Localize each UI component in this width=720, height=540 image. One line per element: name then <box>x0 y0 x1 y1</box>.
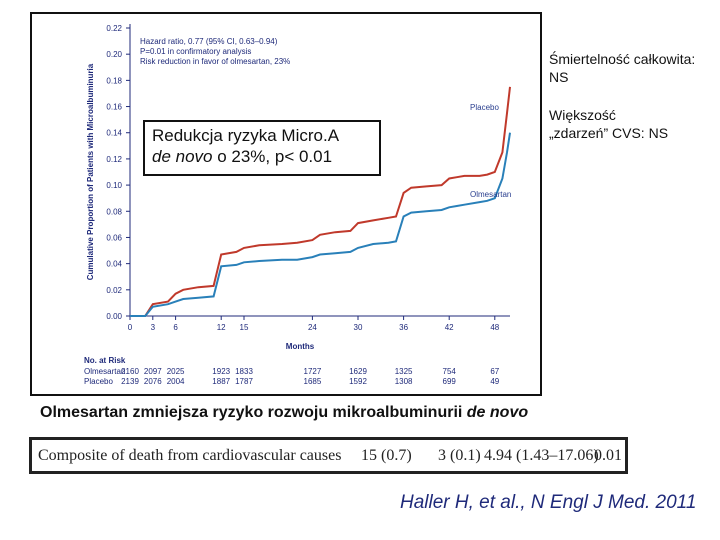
x-tick-label: 48 <box>490 323 499 332</box>
caption-main: Olmesartan zmniejsza ryzyko rozwoju mikr… <box>40 404 467 421</box>
mortality-line2: NS <box>549 69 569 85</box>
y-tick-label: 0.16 <box>106 103 122 112</box>
risk-row-value: 1923 <box>212 367 230 376</box>
annotation-line: Risk reduction in favor of olmesartan, 2… <box>140 57 290 66</box>
outcome-table-row: Composite of death from cardiovascular c… <box>29 437 628 474</box>
y-tick-label: 0.00 <box>106 312 122 321</box>
table-row-col2: 3 (0.1) <box>438 447 481 464</box>
risk-row-value: 2097 <box>144 367 162 376</box>
risk-row-value: 699 <box>443 377 457 386</box>
callout-italic: de novo <box>152 147 213 166</box>
mortality-line1: Śmiertelność całkowita: <box>549 51 696 67</box>
table-row-col3: 4.94 (1.43–17.06) <box>484 447 599 464</box>
risk-table-title: No. at Risk <box>84 356 126 365</box>
risk-row-value: 1308 <box>395 377 413 386</box>
x-tick-label: 6 <box>173 323 178 332</box>
caption-italic: de novo <box>466 404 529 421</box>
table-row-label: Composite of death from cardiovascular c… <box>38 447 342 464</box>
risk-row-value: 1685 <box>304 377 322 386</box>
annotation-line: P=0.01 in confirmatory analysis <box>140 47 251 56</box>
y-axis-label: Cumulative Proportion of Patients with M… <box>86 63 95 280</box>
callout-line1: Redukcja ryzyka Micro.A <box>152 126 340 145</box>
callout-line2: de novo o 23%, p< 0.01 <box>152 146 372 167</box>
table-row-col4: 0.01 <box>594 447 622 464</box>
risk-row-name: Placebo <box>84 377 113 386</box>
y-tick-label: 0.12 <box>106 155 122 164</box>
chart-figure: 0.00 0.02 0.04 0.06 0.08 0.10 0.12 0.14 0.16 0.18… <box>30 12 542 396</box>
risk-row-name: Olmesartan <box>84 367 125 376</box>
series-label-olmesartan: Olmesartan <box>470 190 511 199</box>
y-tick-label: 0.02 <box>106 286 122 295</box>
callout-rest: o 23%, p< 0.01 <box>212 147 333 166</box>
y-tick-label: 0.04 <box>106 260 122 269</box>
x-tick-label: 30 <box>354 323 363 332</box>
mortality-note: Śmiertelność całkowita: NS <box>549 50 695 86</box>
series-line-placebo <box>130 86 511 317</box>
risk-row-value: 2004 <box>167 377 185 386</box>
risk-row-value: 1887 <box>212 377 230 386</box>
risk-row-value: 1629 <box>349 367 367 376</box>
x-tick-label: 42 <box>445 323 454 332</box>
risk-row-value: 1727 <box>304 367 322 376</box>
risk-row-value: 1787 <box>235 377 253 386</box>
x-axis-label: Months <box>286 342 315 351</box>
y-tick-label: 0.10 <box>106 181 122 190</box>
risk-row-value: 1833 <box>235 367 253 376</box>
risk-row-value: 1325 <box>395 367 413 376</box>
y-tick-label: 0.14 <box>106 129 122 138</box>
figure-caption: Olmesartan zmniejsza ryzyko rozwoju mikr… <box>40 404 528 422</box>
x-tick-label: 36 <box>399 323 408 332</box>
x-tick-label: 24 <box>308 323 317 332</box>
x-tick-label: 15 <box>240 323 249 332</box>
y-tick-label: 0.18 <box>106 76 122 85</box>
series-line-olmesartan <box>130 132 511 317</box>
risk-row-value: 49 <box>490 377 499 386</box>
x-tick-label: 12 <box>217 323 226 332</box>
risk-reduction-callout: Redukcja ryzyka Micro.A de novo o 23%, p… <box>143 120 381 176</box>
y-tick-label: 0.22 <box>106 24 122 33</box>
risk-row-value: 67 <box>490 367 499 376</box>
km-chart: 0.00 0.02 0.04 0.06 0.08 0.10 0.12 0.14 0.16 0.18… <box>84 24 511 386</box>
risk-row-value: 2139 <box>121 377 139 386</box>
series-label-placebo: Placebo <box>470 103 499 112</box>
cvs-line2: „zdarzeń” CVS: NS <box>549 125 669 141</box>
table-row-col1: 15 (0.7) <box>361 447 412 464</box>
risk-row-value: 2160 <box>121 367 139 376</box>
y-tick-label: 0.20 <box>106 50 122 59</box>
risk-row-value: 1592 <box>349 377 367 386</box>
x-tick-label: 3 <box>151 323 156 332</box>
risk-row-value: 2076 <box>144 377 162 386</box>
citation: Haller H, et al., N Engl J Med. 2011 <box>400 492 697 513</box>
annotation-line: Hazard ratio, 0.77 (95% CI, 0.63–0.94) <box>140 37 278 46</box>
y-tick-label: 0.06 <box>106 233 122 242</box>
cvs-line1: Większość <box>549 107 616 123</box>
y-tick-label: 0.08 <box>106 207 122 216</box>
risk-row-value: 754 <box>443 367 457 376</box>
cvs-events-note: Większość „zdarzeń” CVS: NS <box>549 106 668 142</box>
x-tick-label: 0 <box>128 323 133 332</box>
risk-row-value: 2025 <box>167 367 185 376</box>
